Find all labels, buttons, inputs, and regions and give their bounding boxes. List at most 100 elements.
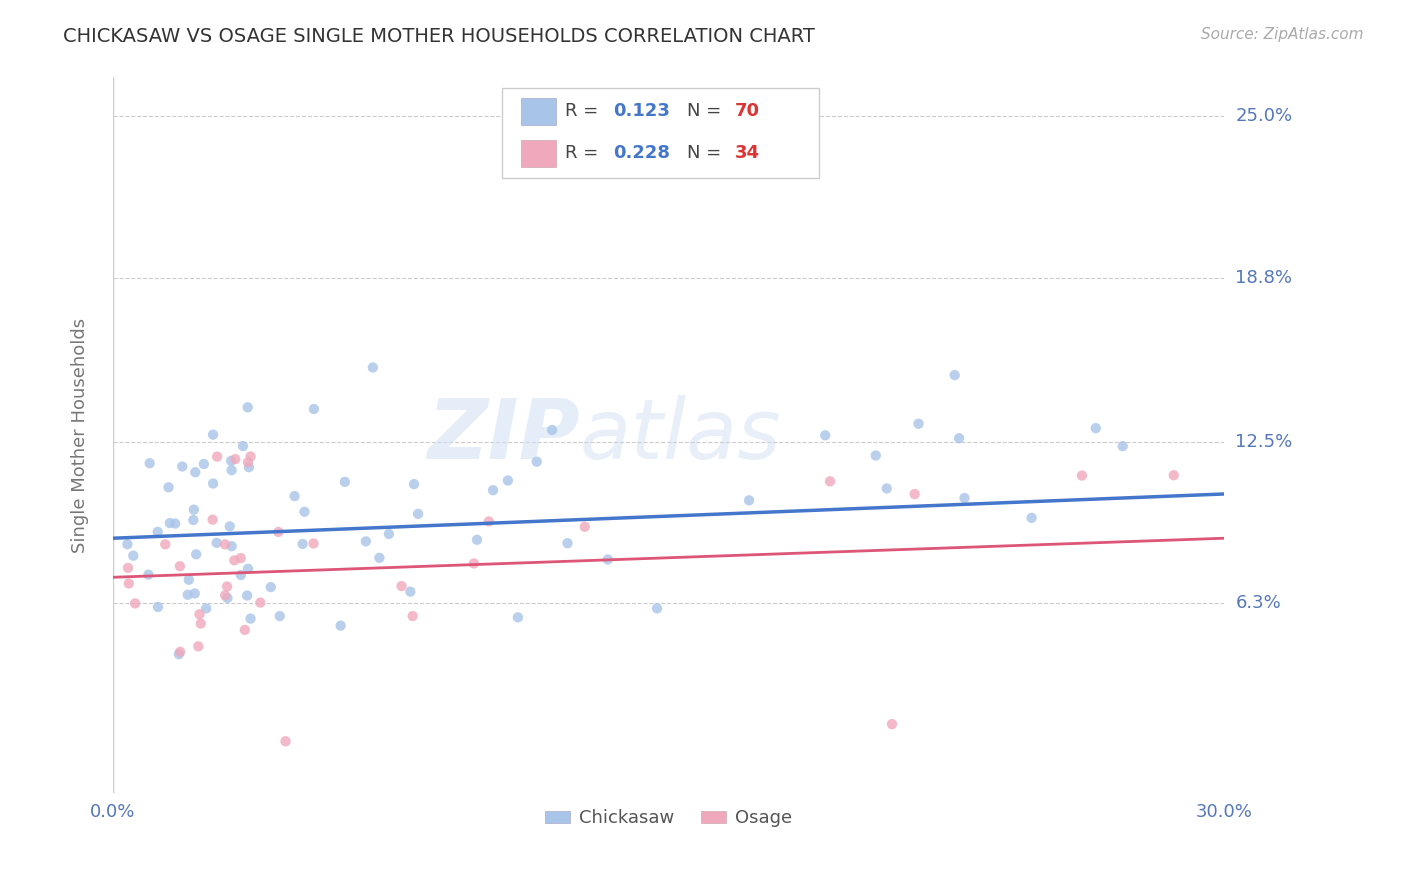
- Text: atlas: atlas: [579, 395, 782, 476]
- Point: [1112, 439, 1135, 453]
- Point: [221, 463, 243, 477]
- Point: [557, 536, 579, 550]
- Point: [214, 588, 236, 602]
- FancyBboxPatch shape: [520, 140, 557, 168]
- Point: [236, 589, 259, 603]
- Text: ZIP: ZIP: [427, 395, 579, 476]
- Point: [880, 717, 903, 731]
- Point: [284, 489, 307, 503]
- Point: [177, 588, 200, 602]
- Point: [249, 596, 271, 610]
- Point: [506, 610, 529, 624]
- Text: N =: N =: [688, 102, 727, 120]
- Y-axis label: Single Mother Households: Single Mother Households: [72, 318, 89, 553]
- Point: [221, 539, 243, 553]
- Point: [190, 616, 212, 631]
- Point: [302, 536, 325, 550]
- Point: [907, 417, 929, 431]
- Point: [205, 450, 228, 464]
- Point: [157, 480, 180, 494]
- Point: [138, 456, 160, 470]
- Point: [202, 427, 225, 442]
- Text: 34: 34: [735, 145, 761, 162]
- Text: 18.8%: 18.8%: [1236, 268, 1292, 287]
- Point: [596, 552, 619, 566]
- Point: [124, 596, 146, 610]
- Point: [953, 491, 976, 505]
- Point: [401, 609, 423, 624]
- Point: [236, 401, 259, 415]
- Point: [239, 611, 262, 625]
- Point: [1163, 468, 1185, 483]
- Point: [354, 534, 377, 549]
- Point: [876, 482, 898, 496]
- Point: [187, 640, 209, 654]
- Point: [146, 524, 169, 539]
- FancyBboxPatch shape: [520, 98, 557, 126]
- Point: [904, 487, 927, 501]
- Point: [177, 573, 200, 587]
- Text: 70: 70: [735, 102, 761, 120]
- Point: [526, 455, 548, 469]
- Point: [217, 580, 239, 594]
- Point: [478, 515, 501, 529]
- Point: [274, 734, 297, 748]
- Point: [159, 516, 181, 530]
- Text: 0.228: 0.228: [613, 145, 671, 162]
- Point: [260, 580, 283, 594]
- Text: Source: ZipAtlas.com: Source: ZipAtlas.com: [1201, 27, 1364, 42]
- Text: 0.123: 0.123: [613, 102, 669, 120]
- Point: [195, 601, 218, 615]
- Point: [948, 431, 970, 445]
- Point: [361, 360, 384, 375]
- Point: [218, 519, 240, 533]
- Text: 12.5%: 12.5%: [1236, 433, 1292, 450]
- Text: R =: R =: [565, 102, 605, 120]
- Point: [186, 547, 208, 561]
- Point: [169, 645, 191, 659]
- Point: [118, 576, 141, 591]
- Point: [865, 449, 887, 463]
- FancyBboxPatch shape: [502, 88, 818, 178]
- Text: CHICKASAW VS OSAGE SINGLE MOTHER HOUSEHOLDS CORRELATION CHART: CHICKASAW VS OSAGE SINGLE MOTHER HOUSEHO…: [63, 27, 815, 45]
- Point: [814, 428, 837, 442]
- Point: [541, 423, 564, 437]
- Point: [645, 601, 668, 615]
- Point: [943, 368, 966, 383]
- Point: [183, 502, 205, 516]
- Point: [1021, 511, 1043, 525]
- Point: [329, 618, 352, 632]
- Point: [378, 527, 401, 541]
- Point: [738, 493, 761, 508]
- Point: [233, 623, 256, 637]
- Text: 25.0%: 25.0%: [1236, 108, 1292, 126]
- Point: [333, 475, 356, 489]
- Legend: Chickasaw, Osage: Chickasaw, Osage: [537, 802, 800, 834]
- Point: [188, 607, 211, 622]
- Point: [574, 520, 596, 534]
- Point: [217, 591, 239, 605]
- Point: [238, 460, 260, 475]
- Point: [201, 513, 224, 527]
- Point: [463, 557, 485, 571]
- Point: [219, 454, 242, 468]
- Point: [122, 549, 145, 563]
- Point: [155, 537, 177, 551]
- Point: [214, 537, 236, 551]
- Point: [818, 475, 841, 489]
- Text: N =: N =: [688, 145, 727, 162]
- Point: [291, 537, 314, 551]
- Point: [368, 550, 391, 565]
- Point: [267, 524, 290, 539]
- Point: [172, 459, 194, 474]
- Point: [193, 457, 215, 471]
- Point: [205, 536, 228, 550]
- Point: [239, 450, 262, 464]
- Point: [1084, 421, 1107, 435]
- Point: [236, 455, 259, 469]
- Text: R =: R =: [565, 145, 605, 162]
- Point: [183, 513, 205, 527]
- Point: [1071, 468, 1094, 483]
- Point: [146, 599, 169, 614]
- Point: [117, 537, 139, 551]
